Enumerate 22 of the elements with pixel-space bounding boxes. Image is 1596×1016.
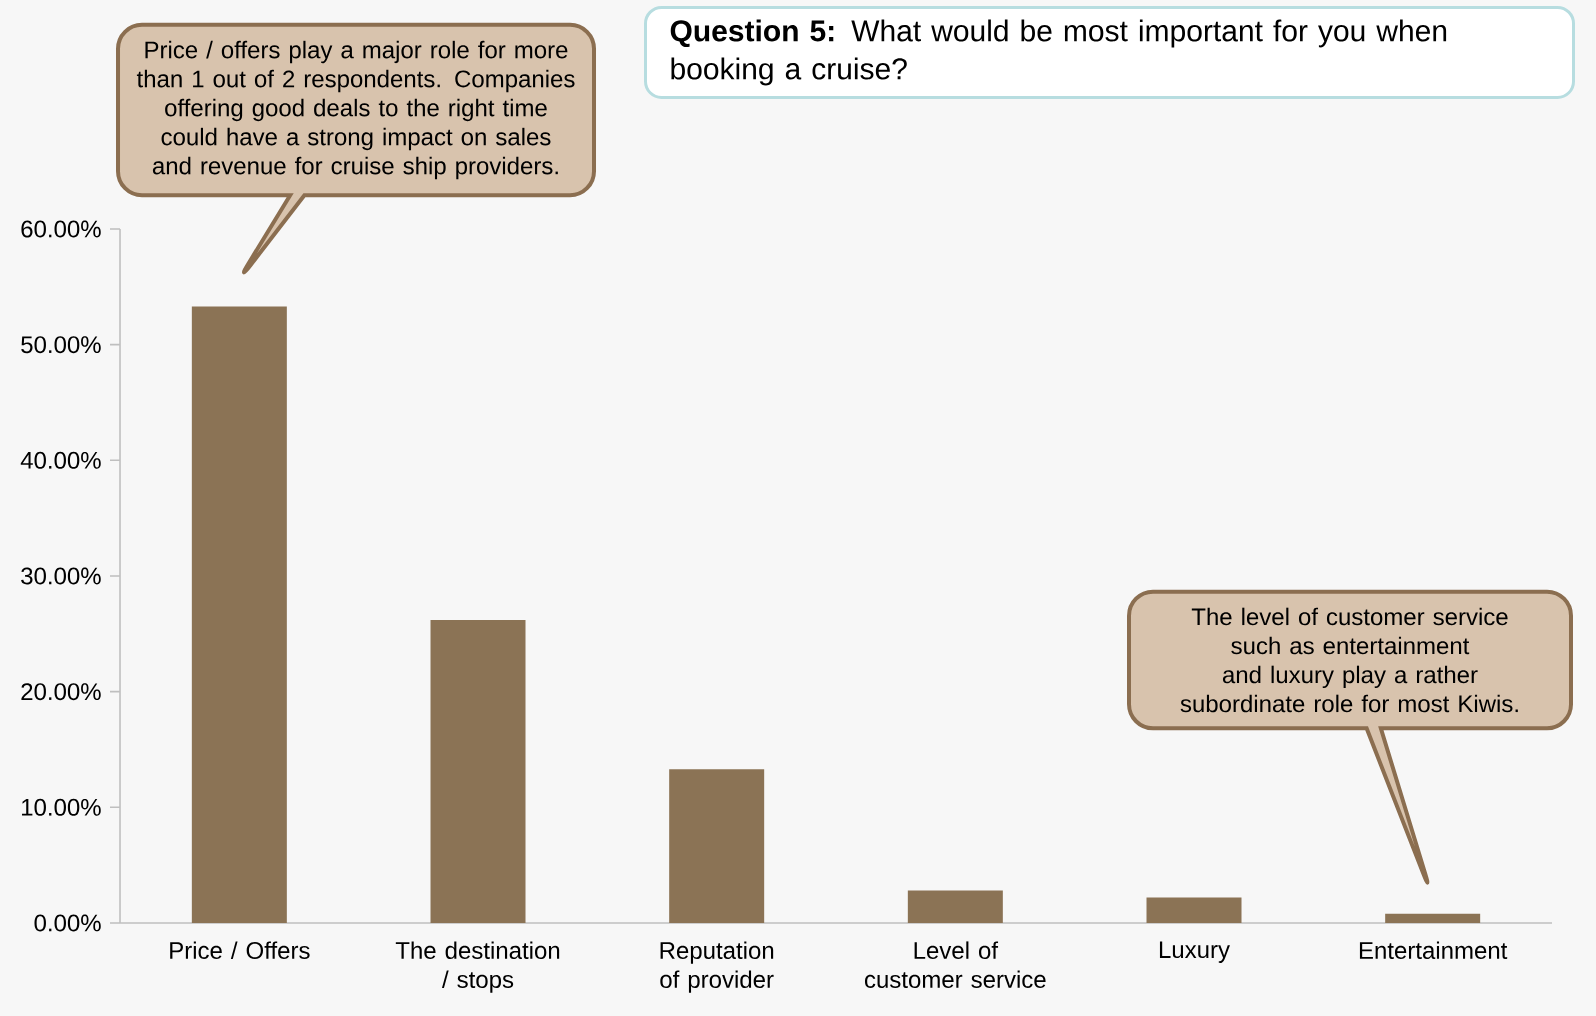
x-tick-label: Price / Offers [170, 941, 310, 959]
y-tick-label: 50.00% [21, 336, 101, 354]
x-tick-label: Level of customer service [864, 941, 1046, 988]
text: Price / offers play a major role for more than 1 out of 2 respondents. Companies offering good deals to the right time could have a strong impact on sales and revenue for cruise ship providers. [136, 40, 575, 180]
y-tick-label: 30.00% [21, 567, 101, 585]
bar [1385, 913, 1481, 923]
x-tick-label: Reputation of provider [660, 941, 774, 993]
chart-title: Question 5: What would be most important for you when booking a cruise? [670, 19, 1447, 86]
x-tick-label: The destination / stops [395, 941, 560, 993]
bar [191, 306, 287, 923]
y-tick-label: 20.00% [21, 683, 101, 701]
y-tick-label: 60.00% [21, 220, 101, 238]
x-tick-label: Luxury [1159, 941, 1230, 963]
y-tick-label: 40.00% [20, 451, 101, 469]
bar [907, 890, 1003, 923]
annotation: The level of customer service such as entertainment and luxury play a rather subordinate role for most Kiwis. [1180, 607, 1518, 713]
x-tick-label: Entertainment [1359, 941, 1508, 959]
bar [669, 769, 765, 923]
bar [430, 619, 526, 923]
y-tick-label: 0.00% [34, 914, 101, 932]
bar [1146, 897, 1242, 923]
y-tick-label: 10.00% [22, 798, 101, 816]
